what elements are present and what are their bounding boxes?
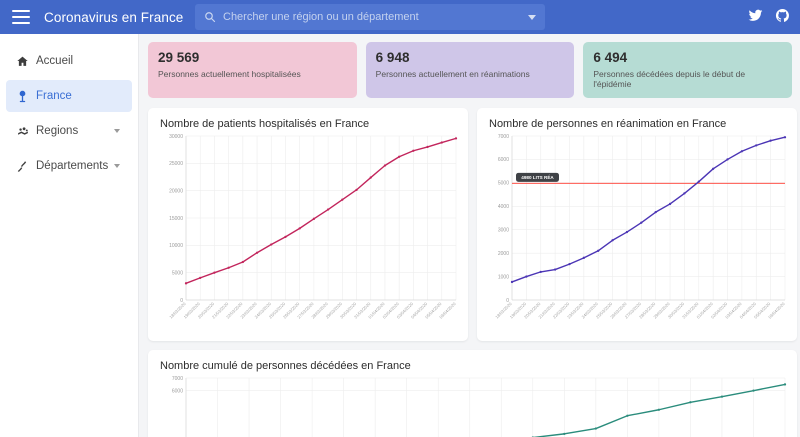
search-icon bbox=[205, 12, 216, 23]
sidebar-item-label: Accueil bbox=[36, 55, 74, 67]
sidebar-item-france[interactable]: France bbox=[6, 80, 132, 112]
chart-panel-hospitalises: Nombre de patients hospitalisés en Franc… bbox=[148, 108, 468, 341]
svg-text:7000: 7000 bbox=[172, 376, 183, 382]
main-content: 29 569 Personnes actuellement hospitalis… bbox=[139, 34, 800, 437]
stat-card-deces: 6 494 Personnes décédées depuis le début… bbox=[583, 42, 793, 98]
map-pin-icon bbox=[16, 90, 36, 103]
social-links bbox=[748, 8, 790, 23]
stat-cards: 29 569 Personnes actuellement hospitalis… bbox=[148, 42, 793, 98]
chart-title: Nombre de patients hospitalisés en Franc… bbox=[160, 118, 370, 130]
stat-value: 6 948 bbox=[375, 50, 410, 65]
sidebar-item-departements[interactable]: Départements bbox=[6, 150, 132, 182]
svg-text:25000: 25000 bbox=[169, 161, 183, 167]
sidebar-item-regions[interactable]: Regions bbox=[6, 115, 132, 147]
twitter-icon[interactable] bbox=[748, 8, 763, 23]
search-placeholder: Chercher une région ou un département bbox=[223, 11, 419, 23]
stat-label: Personnes décédées depuis le début de l'… bbox=[593, 69, 746, 89]
deces-line-chart: 6000 7000 bbox=[172, 376, 787, 437]
route-icon bbox=[16, 160, 36, 173]
sidebar-item-accueil[interactable]: Accueil bbox=[6, 45, 132, 77]
chevron-down-icon[interactable] bbox=[528, 14, 536, 20]
svg-text:4980 LITS RÉA: 4980 LITS RÉA bbox=[521, 173, 554, 180]
chart-panel-deces: Nombre cumulé de personnes décédées en F… bbox=[148, 350, 797, 437]
svg-text:3000: 3000 bbox=[498, 228, 509, 234]
svg-text:7000: 7000 bbox=[498, 134, 509, 140]
svg-text:2000: 2000 bbox=[498, 251, 509, 257]
svg-text:0: 0 bbox=[180, 298, 183, 304]
hamburger-icon[interactable] bbox=[12, 10, 30, 24]
github-icon[interactable] bbox=[775, 8, 790, 23]
sidebar: Accueil France Regions Départements bbox=[0, 34, 139, 437]
svg-text:6000: 6000 bbox=[498, 157, 509, 163]
stat-card-hospitalises: 29 569 Personnes actuellement hospitalis… bbox=[148, 42, 357, 98]
svg-text:5000: 5000 bbox=[498, 181, 509, 187]
sidebar-item-label: Regions bbox=[36, 125, 79, 137]
chart-title: Nombre cumulé de personnes décédées en F… bbox=[160, 360, 411, 372]
chevron-down-icon[interactable] bbox=[114, 129, 120, 133]
stat-value: 6 494 bbox=[593, 50, 628, 65]
hospitalises-line-chart: 05000100001500020000250003000018/03/2020… bbox=[168, 134, 457, 320]
svg-text:6000: 6000 bbox=[172, 389, 183, 395]
svg-text:30000: 30000 bbox=[169, 134, 183, 140]
svg-text:10000: 10000 bbox=[169, 243, 183, 249]
chart-title: Nombre de personnes en réanimation en Fr… bbox=[489, 118, 727, 130]
svg-text:5000: 5000 bbox=[172, 270, 183, 276]
stat-label: Personnes actuellement en réanimations bbox=[375, 69, 530, 79]
svg-text:0: 0 bbox=[506, 298, 509, 304]
svg-text:1000: 1000 bbox=[498, 274, 509, 280]
stat-card-reanimation: 6 948 Personnes actuellement en réanimat… bbox=[365, 42, 575, 98]
page-title: Coronavirus en France bbox=[44, 9, 184, 25]
search-input[interactable]: Chercher une région ou un département bbox=[195, 4, 545, 30]
chart-panel-reanimation: Nombre de personnes en réanimation en Fr… bbox=[477, 108, 797, 341]
sidebar-item-label: Départements bbox=[36, 160, 109, 172]
reanimation-line-chart: 0 1000 2000 3000 4000 5000 6000 7000 4980 LITS R… bbox=[494, 134, 786, 320]
svg-text:06/04/2020: 06/04/2020 bbox=[767, 301, 786, 320]
chart-panels-row: Nombre de patients hospitalisés en Franc… bbox=[148, 108, 797, 341]
map-icon bbox=[16, 125, 36, 138]
app-header: Coronavirus en France Chercher une régio… bbox=[0, 0, 800, 34]
svg-text:20000: 20000 bbox=[169, 188, 183, 194]
svg-text:15000: 15000 bbox=[169, 216, 183, 222]
stat-value: 29 569 bbox=[158, 50, 200, 65]
svg-text:4000: 4000 bbox=[498, 204, 509, 210]
chevron-down-icon[interactable] bbox=[114, 164, 120, 168]
stat-label: Personnes actuellement hospitalisées bbox=[158, 69, 301, 79]
home-icon bbox=[16, 55, 36, 68]
sidebar-item-label: France bbox=[36, 90, 72, 102]
